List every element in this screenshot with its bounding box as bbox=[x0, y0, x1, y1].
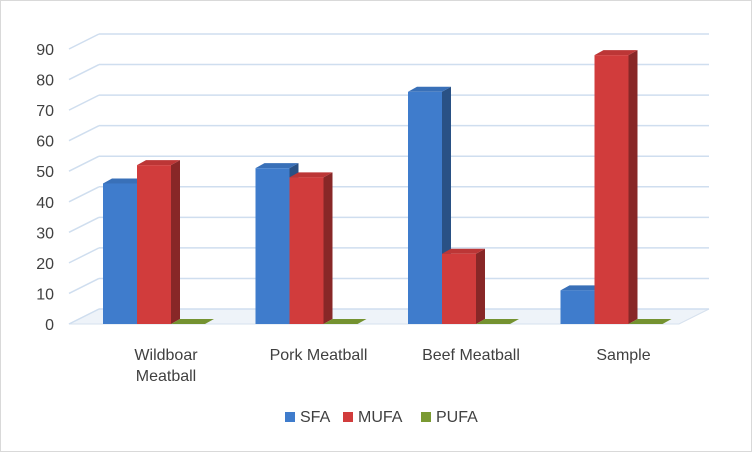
x-category-label-line: Pork Meatball bbox=[270, 347, 368, 364]
y-tick-label: 60 bbox=[36, 134, 54, 151]
bar-top-pufa bbox=[628, 319, 672, 324]
y-tick-label: 50 bbox=[36, 164, 54, 181]
y-tick-label: 40 bbox=[36, 195, 54, 212]
y-tick-label: 30 bbox=[36, 225, 54, 242]
y-tick-label: 20 bbox=[36, 256, 54, 273]
x-category-label: Wildboar Meatball bbox=[134, 347, 198, 385]
y-tick-label: 70 bbox=[36, 103, 54, 120]
bar-mufa bbox=[442, 253, 476, 324]
legend-label-sfa: SFA bbox=[300, 409, 331, 426]
bar-top-mufa bbox=[442, 248, 485, 254]
bar-mufa bbox=[594, 55, 629, 324]
bar-top-sfa bbox=[103, 178, 146, 184]
bar-top-sfa bbox=[560, 285, 604, 291]
bar-top-mufa bbox=[289, 172, 333, 178]
x-category-label: Sample bbox=[596, 347, 650, 364]
bar-top-sfa bbox=[255, 163, 299, 169]
bar-side-mufa bbox=[476, 248, 485, 324]
x-category-label: Pork Meatball bbox=[270, 347, 368, 364]
bar-mufa bbox=[289, 177, 324, 324]
x-category-label-line: Wildboar bbox=[134, 347, 198, 364]
legend-swatch-sfa bbox=[285, 412, 295, 422]
legend-swatch-pufa bbox=[421, 412, 431, 422]
gridline-depth bbox=[68, 308, 100, 325]
bar-top-mufa bbox=[137, 160, 180, 166]
x-category-label-line: Beef Meatball bbox=[422, 347, 520, 364]
x-category-label-line: Sample bbox=[596, 347, 650, 364]
gridline-depth bbox=[68, 155, 100, 172]
y-tick-label: 80 bbox=[36, 73, 54, 90]
gridline-depth bbox=[68, 94, 100, 111]
x-category-label: Beef Meatball bbox=[422, 347, 520, 364]
bar-sfa bbox=[255, 168, 290, 324]
plot-back-wall bbox=[99, 34, 709, 309]
bar-sfa bbox=[103, 183, 137, 324]
y-tick-label: 0 bbox=[45, 317, 54, 334]
gridline-depth bbox=[68, 247, 100, 264]
legend-label-pufa: PUFA bbox=[436, 409, 478, 426]
y-tick-label: 10 bbox=[36, 286, 54, 303]
bar-sfa bbox=[408, 91, 442, 325]
bar-top-mufa bbox=[594, 50, 638, 56]
bar-top-pufa bbox=[171, 319, 214, 324]
bar-top-pufa bbox=[476, 319, 519, 324]
gridline-depth bbox=[68, 124, 100, 142]
gridline-depth bbox=[68, 216, 100, 234]
bar-mufa bbox=[137, 165, 171, 324]
bar-top-sfa bbox=[408, 86, 451, 92]
y-tick-label: 90 bbox=[36, 42, 54, 59]
gridline-depth bbox=[68, 277, 100, 295]
gridline-depth bbox=[68, 63, 100, 81]
x-category-label-line: Meatball bbox=[136, 368, 196, 385]
gridline-depth bbox=[68, 186, 100, 203]
bar-side-mufa bbox=[323, 172, 333, 324]
legend-label-mufa: MUFA bbox=[358, 409, 403, 426]
bar-top-pufa bbox=[323, 319, 367, 324]
bar-side-mufa bbox=[171, 160, 180, 324]
legend-swatch-mufa bbox=[343, 412, 353, 422]
gridline-depth bbox=[68, 33, 100, 50]
bar-side-mufa bbox=[628, 50, 638, 324]
bar-sfa bbox=[560, 290, 595, 324]
